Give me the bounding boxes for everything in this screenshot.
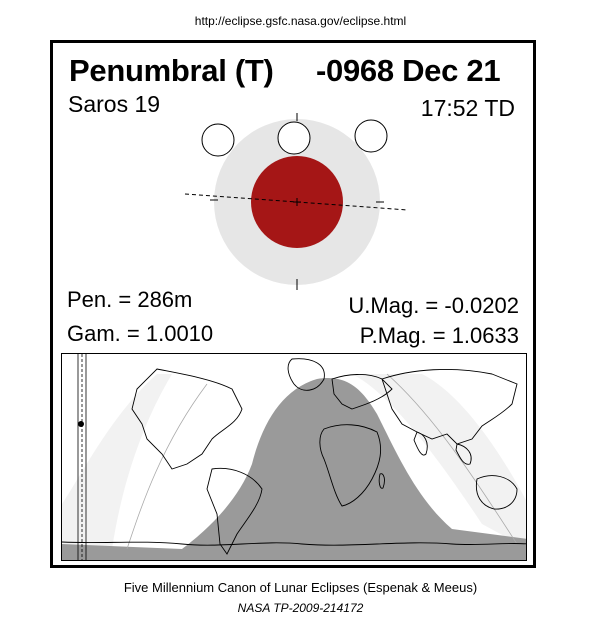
penumbral-magnitude: P.Mag. = 1.0633 [359, 323, 519, 348]
madagascar [378, 473, 385, 489]
north-america [131, 368, 243, 470]
boundary-curve-east [386, 373, 518, 545]
nasa-publication: NASA TP-2009-214172 [237, 601, 364, 615]
world-map [62, 354, 526, 560]
eclipse-type: Penumbral (T) [69, 53, 274, 88]
gamma-value: Gam. = 1.0010 [67, 321, 214, 346]
antarctica-coast [62, 541, 526, 546]
boundary-curve-west [126, 383, 208, 550]
umbral-magnitude: U.Mag. = -0.0202 [348, 293, 519, 318]
eclipse-title: Penumbral (T) -0968 Dec 21 [69, 53, 501, 89]
asia [381, 368, 518, 445]
canon-citation: Five Millennium Canon of Lunar Eclipses … [123, 580, 478, 595]
eclipse-date: -0968 Dec 21 [316, 53, 501, 88]
shadow-diagram [184, 113, 409, 290]
southeast-asia [455, 443, 472, 465]
eclipse-visibility-region [62, 378, 526, 560]
south-america [206, 467, 263, 555]
moon-last-contact [354, 119, 388, 153]
australia [475, 475, 518, 510]
moon-first-contact [201, 123, 235, 157]
europe [331, 374, 393, 410]
ecliptic-line [184, 193, 409, 211]
saros-number: Saros 19 [68, 91, 161, 117]
eclipse-figure: Penumbral (T) -0968 Dec 21 Saros 19 17:5… [50, 40, 536, 568]
india [413, 431, 428, 456]
partial-visibility-west [62, 374, 172, 549]
source-url[interactable]: http://eclipse.gsfc.nasa.gov/eclipse.htm… [194, 14, 407, 28]
penumbral-duration: Pen. = 286m [67, 287, 193, 312]
eclipse-time: 17:52 TD [420, 95, 515, 121]
africa [319, 424, 382, 507]
sublunar-point [78, 421, 84, 427]
partial-visibility-east [352, 374, 526, 548]
greenland [287, 358, 325, 391]
visibility-map [61, 353, 527, 561]
moon-greatest-eclipse [277, 121, 311, 155]
